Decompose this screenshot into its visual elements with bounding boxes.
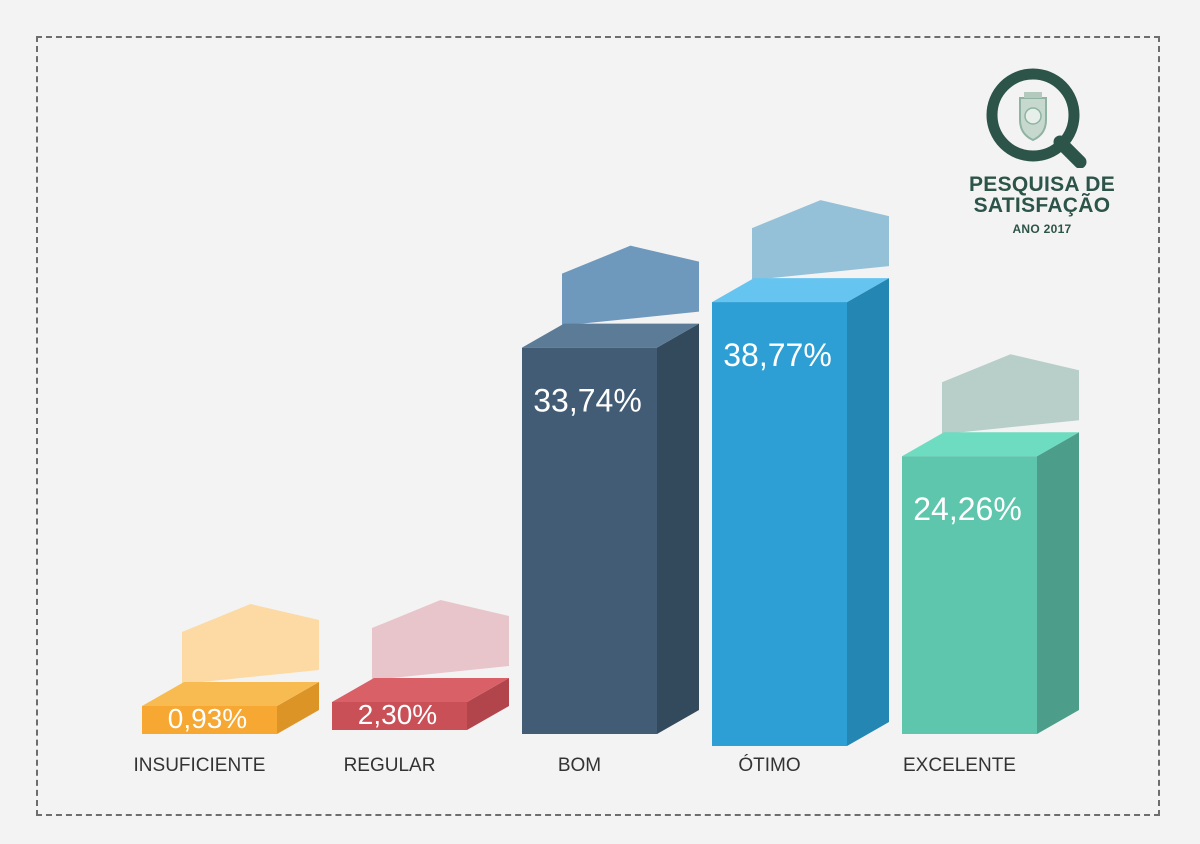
bar-bom bbox=[522, 347, 657, 734]
logo-title: PESQUISA DE SATISFAÇÃO bbox=[960, 174, 1124, 216]
bar-side-regular bbox=[467, 678, 509, 730]
value-label-bom: 33,74% bbox=[533, 383, 642, 419]
value-label-regular: 2,30% bbox=[358, 699, 437, 730]
value-label-excelente: 24,26% bbox=[913, 491, 1022, 527]
bar-top-bom bbox=[522, 323, 699, 348]
bar-otimo bbox=[712, 302, 847, 746]
survey-logo: PESQUISA DE SATISFAÇÃO ANO 2017 bbox=[960, 68, 1124, 238]
bar-shadow-bom bbox=[562, 245, 699, 326]
bar-shadow-insuficiente bbox=[182, 604, 319, 684]
bar-shadow-excelente bbox=[942, 354, 1079, 435]
logo-title-line2: SATISFAÇÃO bbox=[973, 194, 1111, 217]
bar-excelente bbox=[902, 456, 1037, 734]
bar-top-excelente bbox=[902, 432, 1079, 457]
bar-insuficiente bbox=[142, 706, 277, 734]
logo-subtitle: ANO 2017 bbox=[1012, 222, 1072, 236]
category-label-excelente: EXCELENTE bbox=[903, 755, 1016, 776]
bar-regular bbox=[332, 702, 467, 730]
magnifier-seal-icon bbox=[986, 68, 1087, 168]
value-label-insuficiente: 0,93% bbox=[168, 703, 247, 734]
category-label-otimo: ÓTIMO bbox=[738, 754, 800, 776]
logo-title-line1: PESQUISA DE bbox=[968, 173, 1116, 196]
category-label-regular: REGULAR bbox=[344, 755, 436, 776]
bar-top-regular bbox=[332, 678, 509, 702]
category-label-insuficiente: INSUFICIENTE bbox=[134, 755, 266, 776]
bar-top-insuficiente bbox=[142, 682, 319, 706]
bar-side-excelente bbox=[1037, 432, 1079, 734]
category-label-bom: BOM bbox=[558, 755, 601, 776]
bar-side-otimo bbox=[847, 278, 889, 746]
bar-shadow-otimo bbox=[752, 200, 889, 281]
bar-side-insuficiente bbox=[277, 682, 319, 734]
bar-shadow-regular bbox=[372, 600, 509, 680]
bar-side-bom bbox=[657, 323, 699, 734]
chart-frame bbox=[36, 36, 1160, 816]
value-label-otimo: 38,77% bbox=[723, 337, 832, 373]
bar-top-otimo bbox=[712, 278, 889, 303]
